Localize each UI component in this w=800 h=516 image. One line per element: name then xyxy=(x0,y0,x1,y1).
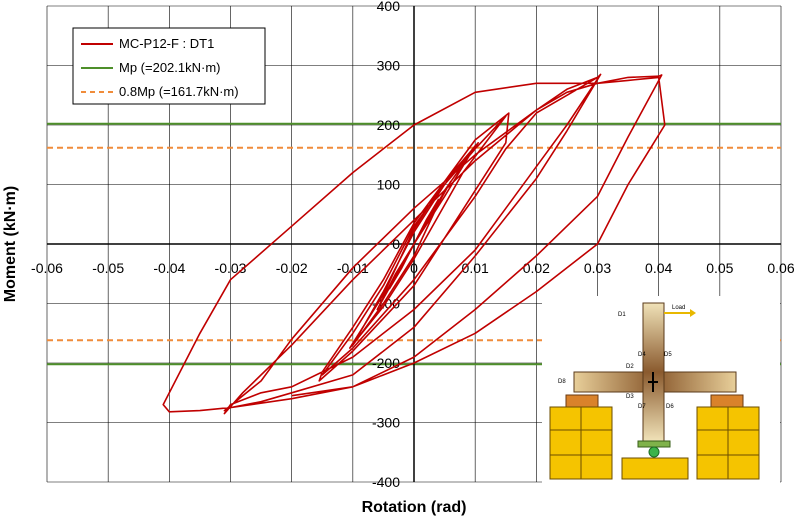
left-support-cap xyxy=(565,394,599,408)
sensor-d4-label: D4 xyxy=(638,352,646,358)
y-tick-label: -300 xyxy=(372,415,400,431)
legend-label-08mp: 0.8Mp (=161.7kN·m) xyxy=(119,84,239,99)
x-tick-label: 0.05 xyxy=(706,260,733,276)
sensor-d8-label: D8 xyxy=(558,379,566,385)
y-tick-label: 400 xyxy=(377,0,401,14)
series-layer xyxy=(162,73,666,415)
y-tick-label: 0 xyxy=(392,236,400,252)
sensor-d2-label: D2 xyxy=(626,364,634,370)
x-tick-label: 0 xyxy=(410,260,418,276)
sensor-d1-label: D1 xyxy=(618,312,626,318)
sensor-d7-label: D7 xyxy=(638,404,646,410)
pin-support xyxy=(648,446,660,458)
test-setup-illustration: Load D1 D2 D3 D4 D5 D6 D7 D8 xyxy=(542,296,780,484)
y-tick-label: 300 xyxy=(377,58,401,74)
x-tick-label: 0.03 xyxy=(584,260,611,276)
y-tick-label: 200 xyxy=(377,117,401,133)
x-tick-label: -0.02 xyxy=(276,260,308,276)
y-tick-label: 100 xyxy=(377,177,401,193)
x-tick-label: 0.04 xyxy=(645,260,672,276)
series-line xyxy=(162,73,666,415)
y-axis-title: Moment (kN·m) xyxy=(2,186,19,302)
column-base-plate xyxy=(637,440,671,448)
x-tick-label: 0.02 xyxy=(523,260,550,276)
x-tick-labels: -0.06 -0.05 -0.04 -0.03 -0.02 -0.01 0 0.01 0.02 0… xyxy=(31,260,795,276)
x-tick-label: -0.05 xyxy=(92,260,124,276)
sensor-d3-label: D3 xyxy=(626,394,634,400)
legend: MC-P12-F : DT1 Mp (=202.1kN·m) 0.8Mp (=1… xyxy=(72,27,266,105)
y-tick-label: -400 xyxy=(372,474,400,490)
sensor-d5-label: D5 xyxy=(664,352,672,358)
sensor-d6-label: D6 xyxy=(666,404,674,410)
x-tick-label: -0.03 xyxy=(215,260,247,276)
x-tick-label: -0.06 xyxy=(31,260,63,276)
load-label: Load xyxy=(672,305,685,311)
x-axis-title: Rotation (rad) xyxy=(362,499,467,516)
x-tick-label: -0.04 xyxy=(153,260,185,276)
legend-label-mp: Mp (=202.1kN·m) xyxy=(119,60,221,75)
legend-label-series: MC-P12-F : DT1 xyxy=(119,36,214,51)
base-reaction-block xyxy=(621,457,689,480)
x-tick-label: 0.06 xyxy=(767,260,794,276)
legend-box xyxy=(72,27,266,105)
load-arrow-head xyxy=(690,309,696,317)
right-support-cap xyxy=(710,394,744,408)
